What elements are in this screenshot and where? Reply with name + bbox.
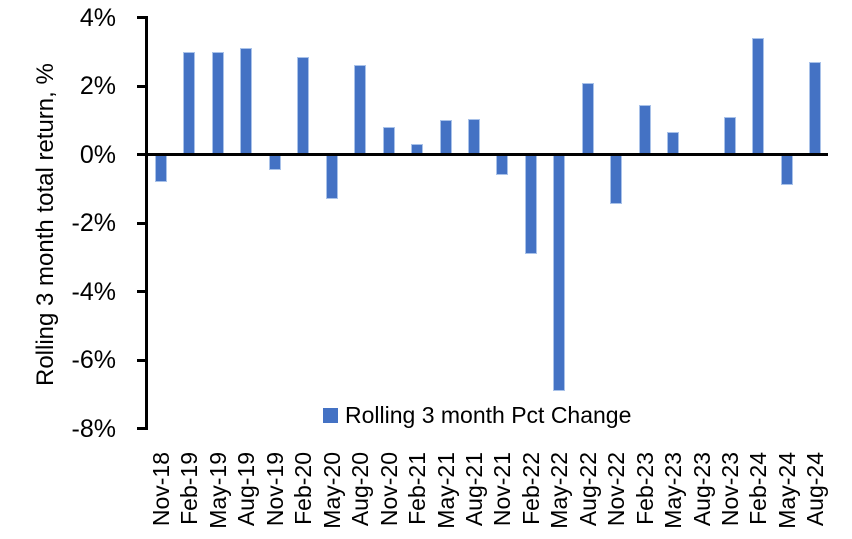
x-tick-label: Nov-21 bbox=[489, 452, 516, 527]
bar-Nov-21[interactable] bbox=[496, 154, 509, 176]
bar-Aug-24[interactable] bbox=[809, 62, 822, 155]
x-tick-label: Aug-21 bbox=[460, 452, 487, 527]
x-tick-label: Feb-20 bbox=[290, 452, 317, 525]
y-tick-mark bbox=[137, 427, 146, 430]
x-tick-label: Nov-18 bbox=[148, 452, 174, 527]
x-tick-label: May-21 bbox=[432, 452, 459, 529]
y-tick-mark bbox=[137, 290, 146, 293]
x-tick-label: Feb-22 bbox=[517, 452, 544, 525]
y-tick-mark bbox=[137, 84, 146, 88]
x-tick-label: Aug-20 bbox=[347, 452, 374, 527]
bar-Feb-20[interactable] bbox=[297, 56, 310, 155]
x-tick-label: Feb-24 bbox=[745, 452, 772, 525]
bar-Feb-24[interactable] bbox=[752, 38, 765, 155]
x-axis-zero-line bbox=[145, 152, 828, 157]
x-tick-label: May-19 bbox=[204, 452, 231, 529]
x-tick-label: Nov-20 bbox=[375, 452, 402, 527]
y-tick-mark bbox=[137, 16, 146, 19]
bar-Nov-19[interactable] bbox=[268, 154, 281, 170]
x-tick-label: Feb-19 bbox=[176, 452, 203, 525]
bar-Feb-22[interactable] bbox=[524, 154, 537, 254]
bar-May-19[interactable] bbox=[211, 51, 224, 155]
y-tick-label: -6% bbox=[71, 346, 116, 374]
x-tick-label: Aug-23 bbox=[688, 452, 715, 527]
x-tick-label: Nov-19 bbox=[261, 452, 288, 527]
bar-May-20[interactable] bbox=[325, 154, 338, 200]
bar-Feb-23[interactable] bbox=[638, 104, 651, 155]
x-tick-label: Aug-24 bbox=[802, 452, 829, 527]
x-tick-label: May-22 bbox=[546, 452, 573, 529]
bar-Nov-23[interactable] bbox=[724, 116, 736, 155]
x-tick-label: Feb-21 bbox=[404, 452, 431, 525]
y-tick-label: -8% bbox=[71, 414, 116, 443]
y-tick-mark bbox=[137, 221, 146, 225]
x-tick-label: Nov-23 bbox=[717, 452, 743, 527]
y-tick-label: -2% bbox=[71, 209, 116, 237]
legend-label: Rolling 3 month Pct Change bbox=[345, 402, 632, 428]
y-tick-label: -4% bbox=[71, 277, 116, 306]
y-tick-mark bbox=[137, 153, 146, 156]
bar-Aug-19[interactable] bbox=[240, 48, 253, 155]
y-tick-label: 2% bbox=[79, 72, 116, 100]
x-tick-label: May-20 bbox=[318, 452, 345, 529]
legend: Rolling 3 month Pct Change bbox=[323, 402, 631, 428]
bar-May-22[interactable] bbox=[553, 154, 566, 391]
bar-Aug-20[interactable] bbox=[354, 65, 367, 155]
bar-Aug-22[interactable] bbox=[581, 82, 594, 155]
x-tick-label: Feb-23 bbox=[631, 452, 658, 525]
y-tick-label: 4% bbox=[79, 3, 116, 32]
bar-Nov-18[interactable] bbox=[155, 154, 167, 182]
bar-May-23[interactable] bbox=[667, 132, 680, 155]
bar-Nov-22[interactable] bbox=[610, 154, 623, 205]
x-tick-label: May-23 bbox=[660, 452, 687, 529]
bar-Aug-21[interactable] bbox=[467, 118, 480, 155]
x-tick-label: May-24 bbox=[773, 452, 800, 529]
bar-Feb-19[interactable] bbox=[183, 51, 196, 155]
y-axis-line bbox=[145, 16, 148, 430]
y-tick-mark bbox=[137, 358, 146, 362]
bar-Nov-20[interactable] bbox=[382, 127, 395, 155]
x-tick-label: Aug-19 bbox=[233, 452, 260, 527]
y-tick-label: 0% bbox=[79, 140, 116, 169]
x-tick-label: Aug-22 bbox=[574, 452, 601, 527]
x-tick-label: Nov-22 bbox=[603, 452, 630, 527]
legend-swatch-icon bbox=[323, 407, 338, 423]
bar-May-24[interactable] bbox=[780, 154, 793, 186]
bar-May-21[interactable] bbox=[439, 120, 452, 155]
